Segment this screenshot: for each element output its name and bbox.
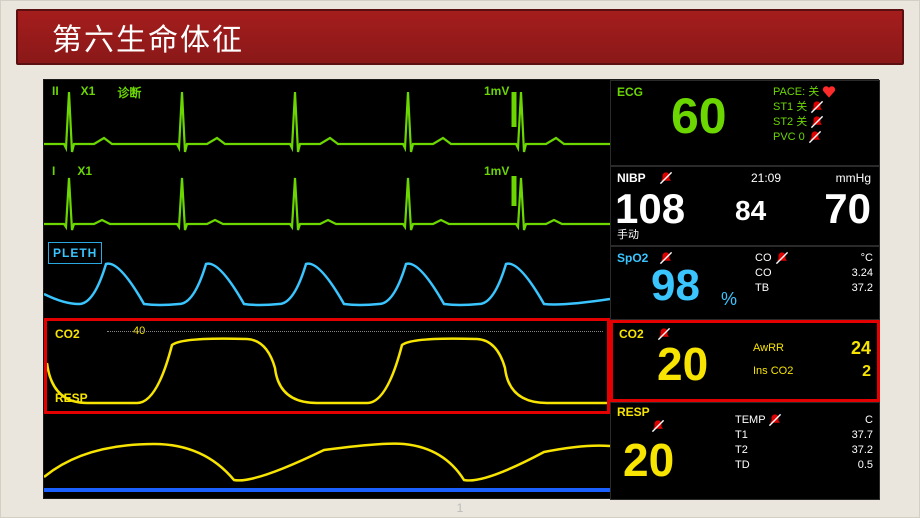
co-row-label: CO bbox=[755, 267, 772, 279]
spo2-percent: % bbox=[721, 289, 737, 310]
waveform-area: II X1 诊断 1mV I X1 1mV bbox=[44, 80, 610, 500]
nibp-unit: mmHg bbox=[836, 171, 871, 185]
ecg-st1: ST1 关 bbox=[773, 101, 807, 113]
page-number: 1 bbox=[457, 501, 464, 515]
nibp-dia: 70 bbox=[824, 185, 871, 233]
nibp-mean: 84 bbox=[735, 195, 766, 227]
co2-num-label: CO2 bbox=[619, 327, 644, 341]
bell-off-icon bbox=[808, 130, 822, 144]
td-value: 0.5 bbox=[858, 458, 873, 473]
insco2-value: 2 bbox=[862, 364, 871, 379]
nibp-time: 21:09 bbox=[751, 171, 781, 185]
co2-value: 20 bbox=[657, 337, 708, 391]
temp-label: TEMP bbox=[735, 414, 765, 426]
pleth-waveform bbox=[44, 254, 610, 316]
resp-numeric-box: RESP 20 TEMP C T1 37.7 T2 37.2 TD 0.5 bbox=[610, 402, 880, 500]
resp-right-col: TEMP C T1 37.7 T2 37.2 TD 0.5 bbox=[735, 413, 873, 473]
ecg-numeric-box: ECG 60 PACE: 关 ST1 关 ST2 关 PVC 0 bbox=[610, 80, 880, 166]
bell-off-icon bbox=[810, 115, 824, 129]
co-label: CO bbox=[755, 252, 772, 264]
t1-value: 37.7 bbox=[852, 428, 873, 443]
t2-value: 37.2 bbox=[852, 443, 873, 458]
heart-icon bbox=[822, 85, 836, 99]
spo2-right-col: CO °C CO 3.24 TB 37.2 bbox=[755, 251, 873, 296]
ecg-label: ECG bbox=[617, 85, 643, 99]
t1-label: T1 bbox=[735, 429, 748, 441]
spo2-value: 98 bbox=[651, 261, 700, 311]
t2-label: T2 bbox=[735, 444, 748, 456]
resp-waveform bbox=[44, 432, 610, 492]
ecg-right-col: PACE: 关 ST1 关 ST2 关 PVC 0 bbox=[773, 85, 873, 145]
pleth-row: PLETH bbox=[44, 240, 610, 318]
bell-off-icon bbox=[775, 251, 789, 265]
co2-right-col: AwRR 24 Ins CO2 2 bbox=[753, 341, 871, 379]
ecg-ii-waveform bbox=[44, 82, 610, 158]
ecg-pvc: PVC 0 bbox=[773, 131, 805, 143]
tb-label: TB bbox=[755, 282, 769, 294]
co-value: 3.24 bbox=[852, 266, 873, 281]
resp-label: RESP bbox=[617, 405, 650, 419]
co2-waveform bbox=[47, 323, 607, 409]
bell-off-icon bbox=[768, 413, 782, 427]
ecg-i-waveform bbox=[44, 162, 610, 238]
patient-monitor: II X1 诊断 1mV I X1 1mV bbox=[43, 79, 879, 499]
temp-unit: C bbox=[865, 413, 873, 428]
resp-value: 20 bbox=[623, 433, 674, 487]
spo2-numeric-box: SpO2 98 % CO °C CO 3.24 TB 37.2 bbox=[610, 246, 880, 320]
ecg-lead-i-row: I X1 1mV bbox=[44, 160, 610, 240]
bell-off-icon bbox=[651, 419, 665, 433]
slide-title: 第六生命体征 bbox=[52, 15, 244, 59]
awrr-label: AwRR bbox=[753, 342, 784, 354]
ecg-value: 60 bbox=[671, 87, 727, 145]
spo2-label: SpO2 bbox=[617, 251, 648, 265]
nibp-mode: 手动 bbox=[617, 226, 639, 242]
co2-numeric-box: CO2 20 AwRR 24 Ins CO2 2 bbox=[610, 320, 880, 402]
bell-off-icon bbox=[810, 100, 824, 114]
tb-value: 37.2 bbox=[852, 281, 873, 296]
ecg-st2: ST2 关 bbox=[773, 116, 807, 128]
nibp-label: NIBP bbox=[617, 171, 646, 185]
numeric-area: ECG 60 PACE: 关 ST1 关 ST2 关 PVC 0 NIBP 21… bbox=[610, 80, 880, 500]
slide-title-bar: 第六生命体征 bbox=[16, 9, 904, 65]
slide-root: 第六生命体征 II X1 诊断 1mV bbox=[0, 0, 920, 518]
nibp-numeric-box: NIBP 21:09 mmHg 108 84 70 手动 bbox=[610, 166, 880, 246]
insco2-label: Ins CO2 bbox=[753, 365, 793, 377]
bell-off-icon bbox=[659, 171, 673, 185]
c-unit: °C bbox=[861, 251, 873, 266]
awrr-value: 24 bbox=[851, 341, 871, 356]
resp-row bbox=[44, 414, 610, 494]
ecg-lead-ii-row: II X1 诊断 1mV bbox=[44, 80, 610, 160]
co2-row: CO2 40 RESP bbox=[44, 318, 610, 414]
td-label: TD bbox=[735, 459, 750, 471]
ecg-pace: PACE: 关 bbox=[773, 86, 819, 98]
